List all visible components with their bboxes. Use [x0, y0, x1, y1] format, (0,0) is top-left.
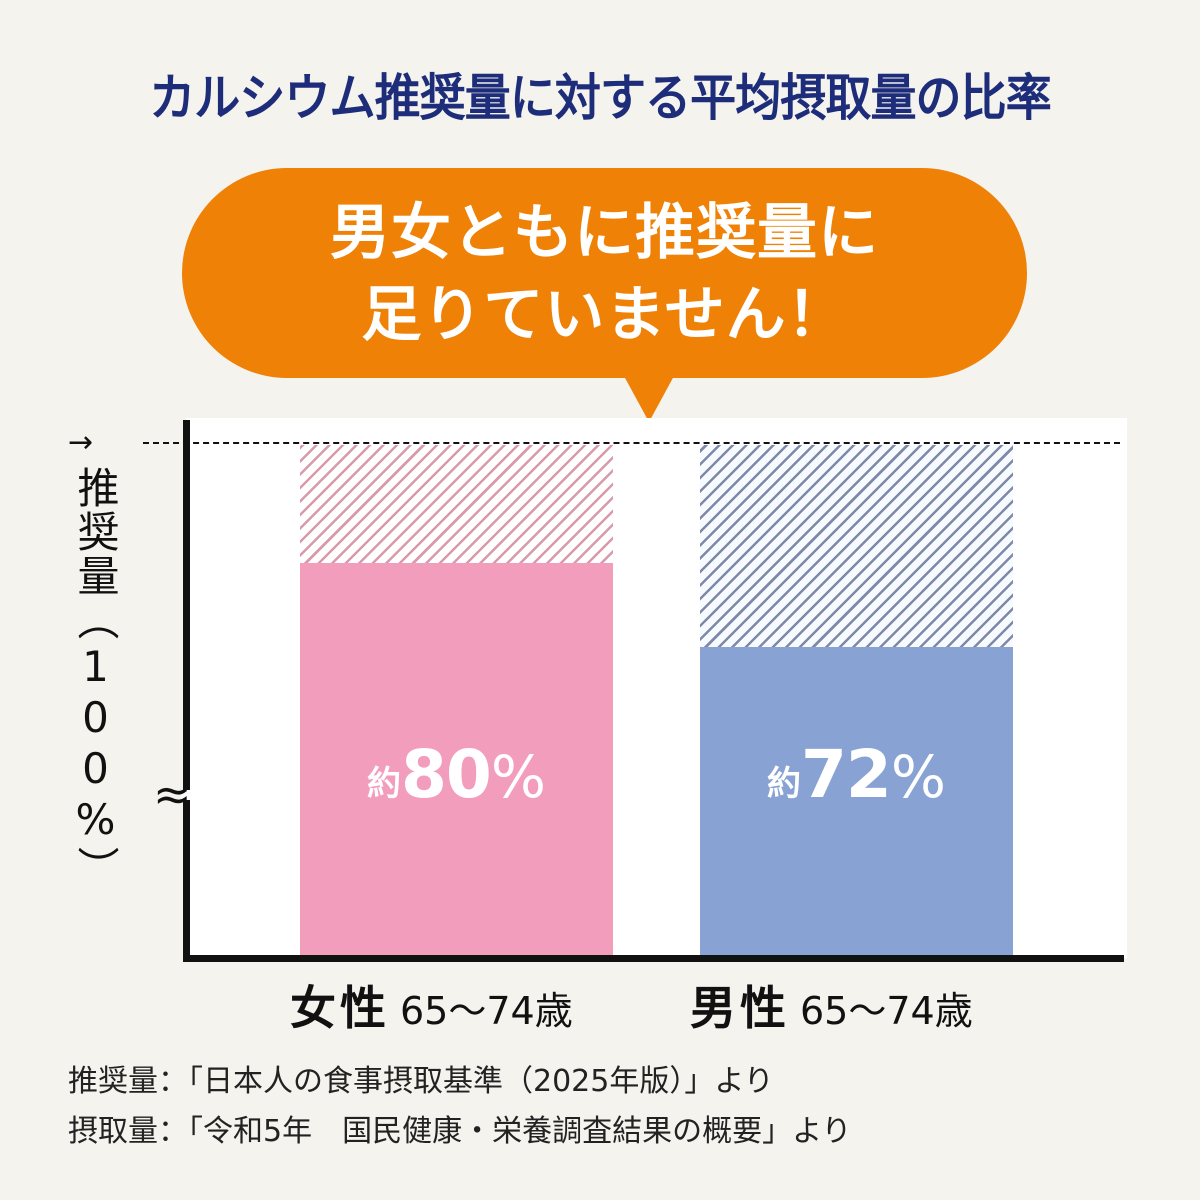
bar-female-shortfall-hatch: [300, 445, 613, 563]
bar-male-fill: [700, 647, 1013, 955]
callout-tail: [624, 376, 674, 422]
value-number: 80: [401, 736, 492, 813]
callout-line-2: 足りていません！: [361, 280, 848, 350]
axis-break-icon: ≈: [153, 767, 192, 821]
value-number: 72: [801, 736, 892, 813]
source-note-recommended: 推奨量：「日本人の食事摂取基準（2025年版）」より: [68, 1064, 774, 1099]
bar-male-value-label: 約72%: [700, 735, 1013, 832]
callout-line-1: 男女ともに推奨量に: [330, 198, 879, 268]
x-axis-line: [183, 955, 1124, 962]
bar-female: 約80%: [300, 445, 613, 955]
category-sex: 女性: [290, 981, 390, 1035]
arrow-right-icon: →: [68, 425, 94, 460]
category-label-female: 女性 65〜74歳: [290, 972, 710, 1038]
category-label-male: 男性 65〜74歳: [690, 972, 1110, 1038]
category-age: 65〜74歳: [400, 989, 573, 1033]
bar-female-value-label: 約80%: [300, 735, 613, 832]
y-axis-line: [183, 420, 190, 962]
value-unit: %: [890, 743, 946, 811]
category-age: 65〜74歳: [800, 989, 973, 1033]
value-unit: %: [490, 743, 546, 811]
bar-male-shortfall-hatch: [700, 445, 1013, 647]
bar-male: 約72%: [700, 445, 1013, 955]
approx-prefix: 約: [767, 764, 801, 804]
callout-bubble: 男女ともに推奨量に 足りていません！: [182, 168, 1027, 378]
category-sex: 男性: [690, 981, 790, 1035]
recommended-reference-line: [143, 442, 1120, 444]
axis-break-gap: [181, 790, 192, 800]
chart-title: カルシウム推奨量に対する平均摂取量の比率: [149, 69, 1052, 127]
source-note-intake: 摂取量：「令和5年 国民健康・栄養調査結果の概要」より: [68, 1114, 852, 1149]
y-axis-label: 推奨量（100%）: [71, 466, 120, 890]
bar-female-fill: [300, 563, 613, 955]
approx-prefix: 約: [367, 764, 401, 804]
